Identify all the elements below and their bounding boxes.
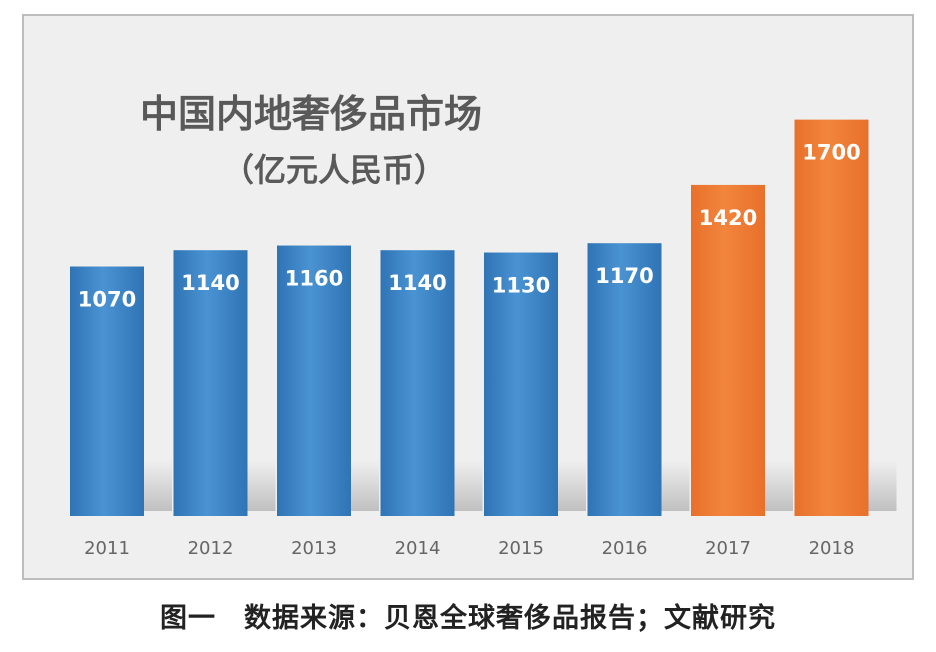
bar-2012 xyxy=(173,250,248,516)
data-label-2011: 1070 xyxy=(78,288,136,312)
bar-2015 xyxy=(484,252,558,516)
x-tick-2017: 2017 xyxy=(705,538,751,559)
data-label-2014: 1140 xyxy=(388,271,446,295)
x-tick-2012: 2012 xyxy=(188,538,234,559)
data-label-2015: 1130 xyxy=(492,274,550,298)
bar-2014 xyxy=(380,250,455,516)
x-axis-ticks: 2011 2012 2013 2014 2015 2016 2017 2018 xyxy=(84,538,854,559)
figure-caption: 图一 数据来源：贝恩全球奢侈品报告；文献研究 xyxy=(160,603,776,634)
data-label-2012: 1140 xyxy=(181,271,239,295)
x-tick-2011: 2011 xyxy=(84,538,130,559)
data-label-2016: 1170 xyxy=(595,264,653,288)
data-label-2018: 1700 xyxy=(802,141,860,165)
bar-2013 xyxy=(277,245,351,516)
bars xyxy=(70,119,869,517)
data-label-2017: 1420 xyxy=(699,206,757,230)
x-tick-2014: 2014 xyxy=(395,538,441,559)
bar-2016 xyxy=(587,243,662,516)
bar-chart: 中国内地奢侈品市场 （亿元人民币） 1070 1140 1160 1140 1130 11… xyxy=(70,92,897,559)
data-label-2013: 1160 xyxy=(285,267,343,291)
x-tick-2016: 2016 xyxy=(602,538,648,559)
chart-subtitle: （亿元人民币） xyxy=(222,151,446,189)
bar-2011 xyxy=(70,266,144,516)
x-tick-2018: 2018 xyxy=(809,538,855,559)
bar-2017 xyxy=(691,184,765,517)
x-tick-2013: 2013 xyxy=(291,538,337,559)
x-tick-2015: 2015 xyxy=(498,538,544,559)
chart-title: 中国内地奢侈品市场 xyxy=(140,92,482,136)
bar-2018 xyxy=(794,119,869,516)
data-labels: 1070 1140 1160 1140 1130 1170 1420 1700 xyxy=(78,141,861,312)
